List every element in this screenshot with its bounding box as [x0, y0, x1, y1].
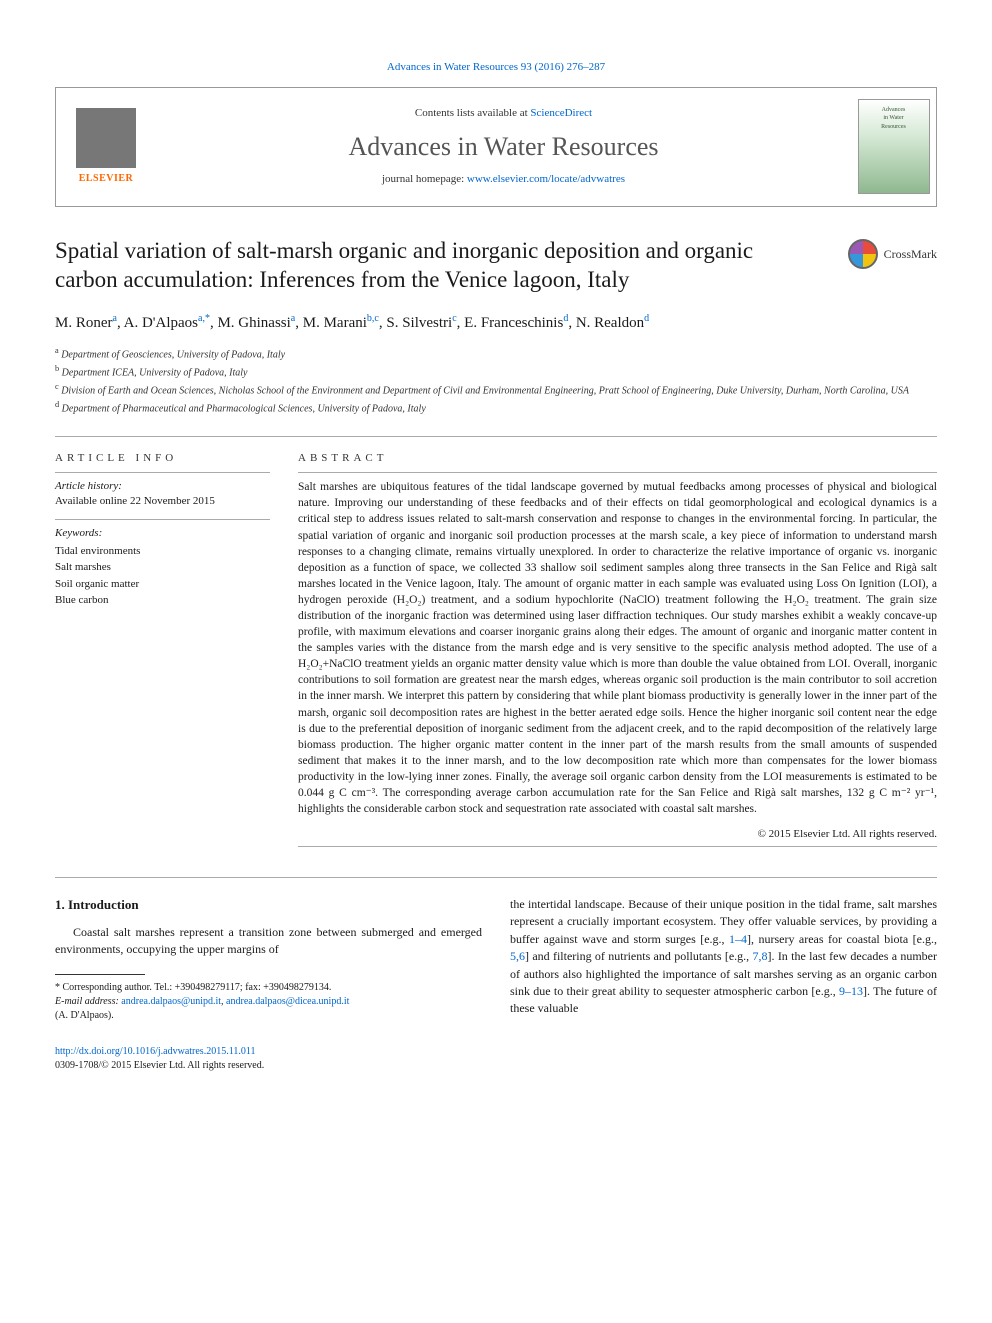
cover-line-1: Advances — [859, 106, 929, 114]
keyword: Tidal environments — [55, 543, 270, 560]
journal-title: Advances in Water Resources — [156, 129, 851, 164]
keyword: Salt marshes — [55, 559, 270, 576]
journal-reference: Advances in Water Resources 93 (2016) 27… — [55, 60, 937, 75]
abstract-text: Salt marshes are ubiquitous features of … — [298, 479, 937, 817]
keywords-label: Keywords: — [55, 526, 270, 541]
homepage-prefix: journal homepage: — [382, 173, 467, 185]
contents-prefix: Contents lists available at — [415, 107, 530, 119]
affiliation: c Division of Earth and Ocean Sciences, … — [55, 381, 937, 399]
citation-link[interactable]: 1–4 — [729, 932, 747, 946]
email-link-2[interactable]: andrea.dalpaos@dicea.unipd.it — [226, 996, 349, 1007]
homepage-link[interactable]: www.elsevier.com/locate/advwatres — [467, 173, 625, 185]
history-text: Available online 22 November 2015 — [55, 494, 270, 509]
divider — [55, 519, 270, 520]
doi-link[interactable]: http://dx.doi.org/10.1016/j.advwatres.20… — [55, 1046, 255, 1057]
citation-link[interactable]: 5,6 — [510, 949, 525, 963]
citation-link[interactable]: 7,8 — [753, 949, 768, 963]
publisher-name: ELSEVIER — [79, 172, 134, 186]
email-label: E-mail address: — [55, 996, 121, 1007]
abstract-heading: ABSTRACT — [298, 451, 937, 466]
cover-line-2: in Water — [859, 114, 929, 122]
divider — [55, 472, 270, 473]
divider — [55, 877, 937, 878]
email-attribution: (A. D'Alpaos). — [55, 1009, 482, 1023]
sciencedirect-link[interactable]: ScienceDirect — [530, 107, 592, 119]
history-label: Article history: — [55, 479, 270, 494]
divider — [55, 436, 937, 437]
page-footer: http://dx.doi.org/10.1016/j.advwatres.20… — [55, 1045, 937, 1073]
copyright: © 2015 Elsevier Ltd. All rights reserved… — [298, 827, 937, 842]
homepage-line: journal homepage: www.elsevier.com/locat… — [156, 172, 851, 187]
article-info-heading: ARTICLE INFO — [55, 451, 270, 466]
affiliation: a Department of Geosciences, University … — [55, 345, 937, 363]
footnote-separator — [55, 974, 145, 975]
corresponding-author-note: * Corresponding author. Tel.: +390498279… — [55, 981, 482, 995]
publisher-logo: ELSEVIER — [56, 88, 156, 206]
keyword: Soil organic matter — [55, 576, 270, 593]
introduction-heading: 1. Introduction — [55, 896, 482, 914]
email-footnote: E-mail address: andrea.dalpaos@unipd.it,… — [55, 995, 482, 1009]
article-title: Spatial variation of salt-marsh organic … — [55, 237, 937, 295]
authors: M. Ronera, A. D'Alpaosa,*, M. Ghinassia,… — [55, 312, 937, 335]
crossmark-icon — [848, 239, 878, 269]
crossmark-label: CrossMark — [884, 246, 937, 262]
divider — [298, 472, 937, 473]
issn-copyright: 0309-1708/© 2015 Elsevier Ltd. All right… — [55, 1060, 264, 1071]
affiliation: d Department of Pharmaceutical and Pharm… — [55, 399, 937, 417]
elsevier-emblem — [76, 108, 136, 168]
keywords-list: Tidal environmentsSalt marshesSoil organ… — [55, 543, 270, 609]
contents-line: Contents lists available at ScienceDirec… — [156, 106, 851, 121]
intro-paragraph-left: Coastal salt marshes represent a transit… — [55, 924, 482, 959]
email-link-1[interactable]: andrea.dalpaos@unipd.it — [121, 996, 221, 1007]
intro-paragraph-right: the intertidal landscape. Because of the… — [510, 896, 937, 1018]
journal-cover: Advances in Water Resources — [851, 88, 936, 206]
crossmark-badge[interactable]: CrossMark — [848, 239, 937, 269]
citation-link[interactable]: 9–13 — [839, 984, 863, 998]
journal-header: ELSEVIER Contents lists available at Sci… — [55, 87, 937, 207]
affiliation: b Department ICEA, University of Padova,… — [55, 363, 937, 381]
divider — [298, 846, 937, 847]
keyword: Blue carbon — [55, 592, 270, 609]
cover-line-3: Resources — [859, 123, 929, 131]
affiliations: a Department of Geosciences, University … — [55, 345, 937, 416]
